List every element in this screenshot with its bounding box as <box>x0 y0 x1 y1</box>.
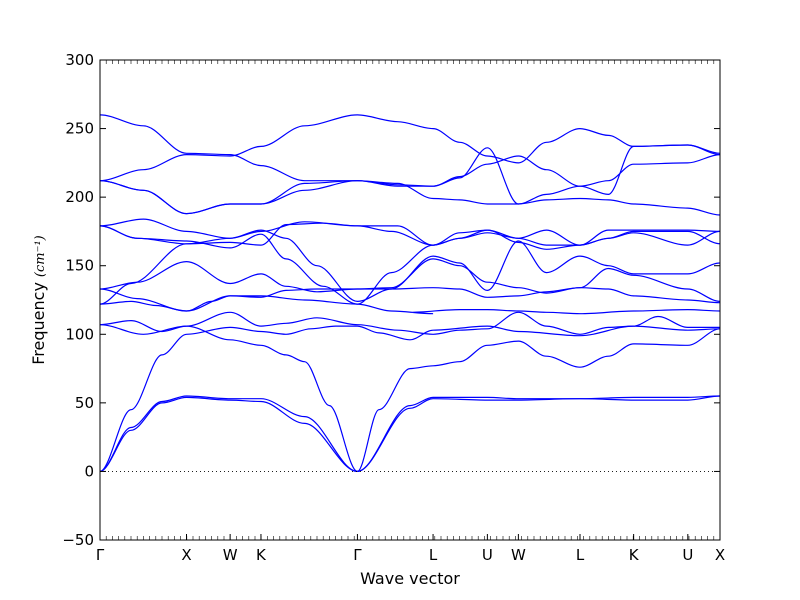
y-axis-label: Frequency (cm⁻¹) <box>29 235 48 364</box>
x-tick-label: K <box>256 546 267 564</box>
x-axis-label: Wave vector <box>360 569 460 588</box>
y-axis-label-text: Frequency <box>29 282 48 365</box>
band-line-15 <box>99 114 721 182</box>
plot-background <box>100 60 720 540</box>
y-tick-label: 150 <box>65 257 94 275</box>
x-tick-label: L <box>576 546 585 564</box>
y-tick-label: 200 <box>65 188 94 206</box>
y-tick-label: 50 <box>75 394 94 412</box>
y-tick-label: 250 <box>65 120 94 138</box>
x-tick-label: U <box>482 546 493 564</box>
y-tick-label: 100 <box>65 325 94 343</box>
y-tick-label: 300 <box>65 51 94 69</box>
x-tick-label: X <box>181 546 191 564</box>
band-line-8 <box>99 258 721 302</box>
band-line-5 <box>99 311 720 335</box>
y-tick-layer: −50 0 50 100 150 200 250 300 <box>62 51 720 549</box>
y-tick-label: −50 <box>62 531 94 549</box>
x-tick-label: W <box>223 546 238 564</box>
x-tick-label: W <box>511 546 526 564</box>
band-line-7 <box>99 287 721 312</box>
band-line-4 <box>99 324 721 473</box>
series-layer <box>99 114 721 473</box>
band-line-2 <box>99 395 721 473</box>
x-tick-label: L <box>429 546 438 564</box>
band-line-3 <box>99 325 721 472</box>
x-tick-label: Γ <box>96 546 105 564</box>
band-line-12 <box>99 218 721 250</box>
x-tick-label: Γ <box>353 546 362 564</box>
y-tick-label: 0 <box>84 462 94 480</box>
x-tick-label: X <box>715 546 725 564</box>
y-axis-label-unit: (cm⁻¹) <box>33 235 48 277</box>
plot-frame <box>99 59 721 541</box>
x-tick-label: K <box>629 546 640 564</box>
band-line-16 <box>99 114 721 205</box>
x-tick-label: U <box>682 546 693 564</box>
